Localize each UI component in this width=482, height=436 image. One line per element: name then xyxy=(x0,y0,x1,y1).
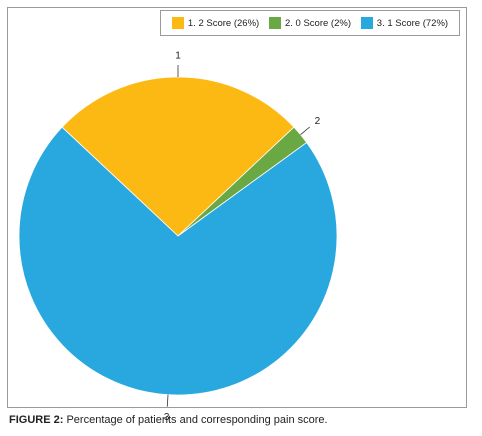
leader-line-3 xyxy=(166,394,169,407)
legend-item-1: 1. 2 Score (26%) xyxy=(171,17,260,29)
slice-label-3: 3 xyxy=(164,412,170,423)
chart-legend: 1. 2 Score (26%) 2. 0 Score (2%) 3. 1 Sc… xyxy=(160,10,460,36)
legend-swatch-3 xyxy=(360,17,373,29)
leader-line-2 xyxy=(300,126,311,135)
caption-text: Percentage of patients and corresponding… xyxy=(63,414,328,426)
legend-item-3: 3. 1 Score (72%) xyxy=(360,17,449,29)
legend-swatch-2 xyxy=(268,17,281,29)
pie-slice-1 xyxy=(61,76,295,237)
slice-label-2: 2 xyxy=(315,116,321,127)
legend-item-2: 2. 0 Score (2%) xyxy=(268,17,351,29)
legend-swatch-1 xyxy=(171,17,184,29)
legend-label-2: 2. 0 Score (2%) xyxy=(284,17,351,29)
pie-slice-3 xyxy=(18,126,338,396)
caption-label: FIGURE 2: xyxy=(9,414,64,426)
legend-label-1: 1. 2 Score (26%) xyxy=(187,17,260,29)
legend-label-3: 3. 1 Score (72%) xyxy=(376,17,449,29)
figure-caption: FIGURE 2: Percentage of patients and cor… xyxy=(9,414,328,426)
slice-label-1: 1 xyxy=(175,51,181,62)
